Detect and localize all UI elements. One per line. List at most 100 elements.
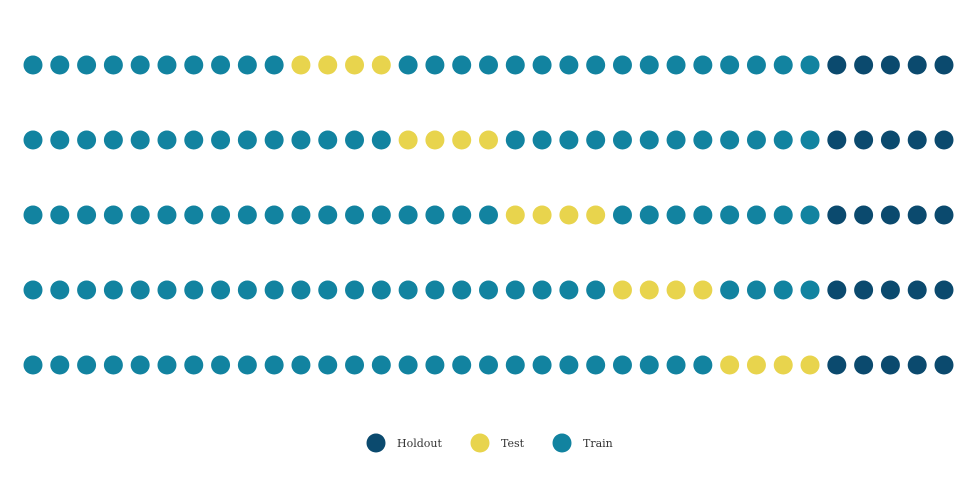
point-test — [559, 205, 579, 225]
legend: Holdout Test Train — [366, 433, 613, 453]
point-train — [184, 55, 204, 75]
point-holdout — [934, 205, 954, 225]
point-train — [398, 355, 418, 375]
point-train — [452, 55, 472, 75]
point-train — [291, 280, 311, 300]
point-train — [639, 55, 659, 75]
point-train — [237, 130, 257, 150]
point-train — [612, 55, 632, 75]
point-train — [103, 280, 123, 300]
point-train — [157, 130, 177, 150]
point-train — [264, 205, 284, 225]
point-train — [211, 130, 231, 150]
point-holdout — [880, 355, 900, 375]
point-train — [479, 55, 498, 75]
point-train — [318, 205, 338, 225]
point-train — [264, 130, 284, 150]
point-train — [77, 130, 97, 150]
point-test — [371, 55, 391, 75]
point-holdout — [934, 130, 954, 150]
point-train — [452, 355, 472, 375]
point-train — [157, 280, 177, 300]
point-holdout — [880, 205, 900, 225]
point-train — [479, 280, 498, 300]
legend-item-train: Train — [552, 433, 613, 453]
point-train — [505, 130, 525, 150]
point-train — [746, 205, 766, 225]
point-train — [50, 130, 70, 150]
point-train — [184, 205, 204, 225]
point-train — [345, 205, 365, 225]
point-train — [103, 205, 123, 225]
point-train — [612, 205, 632, 225]
point-holdout — [907, 280, 927, 300]
point-train — [23, 55, 43, 75]
point-train — [773, 280, 793, 300]
point-train — [612, 355, 632, 375]
point-train — [479, 205, 498, 225]
point-holdout — [907, 55, 927, 75]
point-train — [103, 55, 123, 75]
point-test — [773, 355, 793, 375]
point-test — [612, 280, 632, 300]
point-train — [345, 280, 365, 300]
point-train — [184, 355, 204, 375]
point-train — [77, 280, 97, 300]
point-train — [666, 130, 686, 150]
point-train — [103, 130, 123, 150]
point-train — [800, 205, 820, 225]
point-train — [720, 280, 740, 300]
point-test — [452, 130, 472, 150]
point-train — [720, 205, 740, 225]
point-test — [746, 355, 766, 375]
point-train — [318, 355, 338, 375]
point-holdout — [854, 130, 874, 150]
point-train — [425, 355, 445, 375]
point-train — [720, 130, 740, 150]
point-train — [103, 355, 123, 375]
point-holdout — [827, 355, 847, 375]
point-train — [773, 205, 793, 225]
point-train — [800, 280, 820, 300]
point-train — [666, 355, 686, 375]
legend-label-test: Test — [501, 437, 525, 450]
point-train — [559, 355, 579, 375]
point-train — [371, 280, 391, 300]
point-train — [264, 55, 284, 75]
point-train — [425, 205, 445, 225]
point-train — [398, 55, 418, 75]
point-test — [398, 130, 418, 150]
point-train — [318, 280, 338, 300]
point-train — [264, 355, 284, 375]
point-train — [50, 280, 70, 300]
point-holdout — [907, 205, 927, 225]
point-train — [559, 55, 579, 75]
point-train — [693, 205, 713, 225]
point-train — [666, 55, 686, 75]
point-train — [291, 355, 311, 375]
point-train — [586, 55, 606, 75]
point-train — [211, 205, 231, 225]
point-holdout — [907, 130, 927, 150]
point-train — [720, 55, 740, 75]
point-train — [50, 355, 70, 375]
legend-label-holdout: Holdout — [397, 437, 442, 450]
point-train — [77, 205, 97, 225]
point-train — [211, 55, 231, 75]
legend-item-test: Test — [470, 433, 525, 453]
point-train — [291, 130, 311, 150]
point-train — [291, 205, 311, 225]
point-test — [720, 355, 740, 375]
point-train — [452, 205, 472, 225]
point-holdout — [827, 55, 847, 75]
point-train — [505, 280, 525, 300]
point-train — [746, 130, 766, 150]
legend-item-holdout: Holdout — [366, 433, 442, 453]
point-train — [693, 55, 713, 75]
point-train — [23, 130, 43, 150]
point-train — [237, 205, 257, 225]
point-test — [586, 205, 606, 225]
point-test — [532, 205, 552, 225]
point-train — [237, 55, 257, 75]
